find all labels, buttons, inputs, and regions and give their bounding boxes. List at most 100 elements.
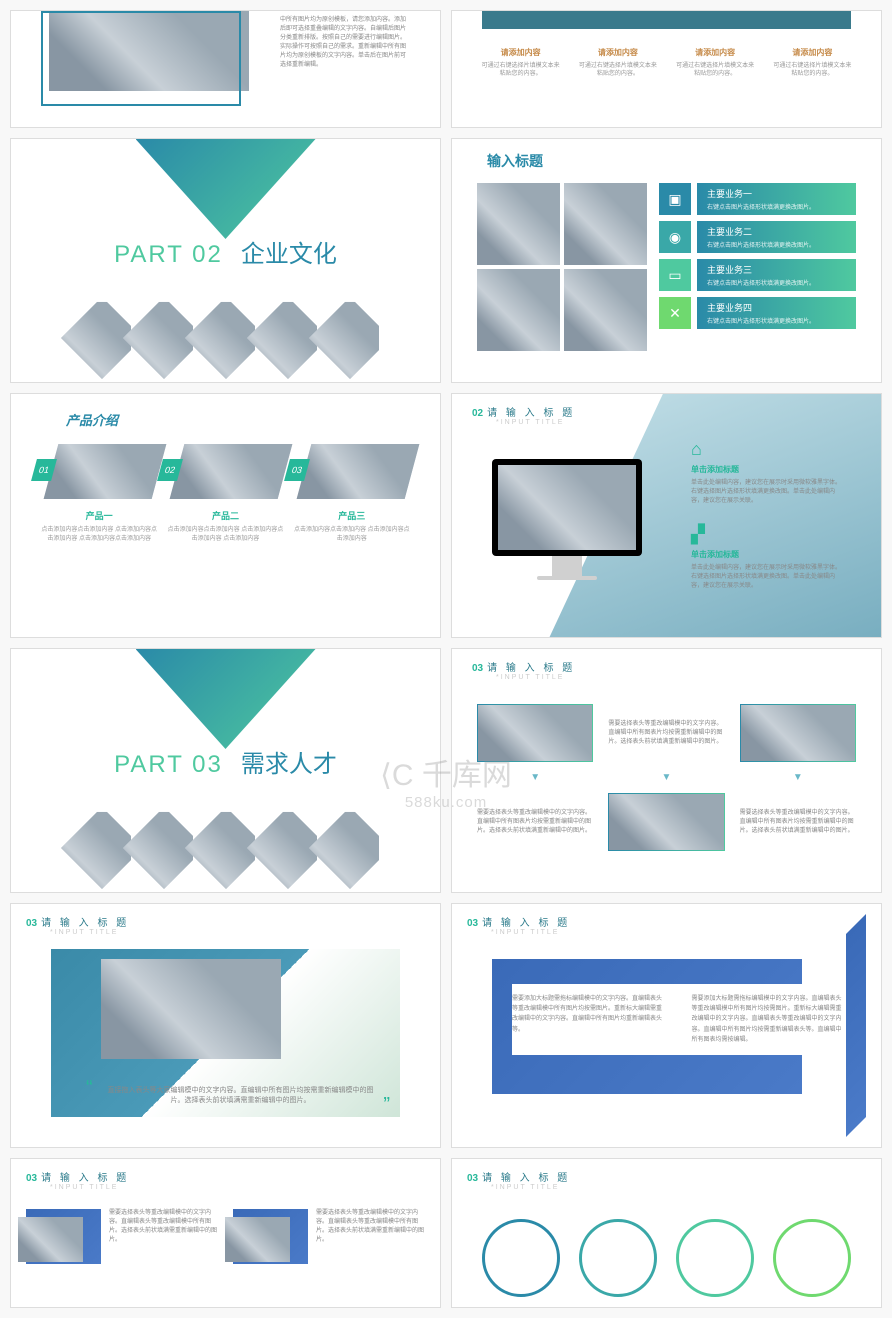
- header-sub: *INPUT TITLE: [491, 1184, 570, 1191]
- block-heading: 单击添加标题: [691, 464, 841, 475]
- diamond-image: [308, 807, 390, 889]
- row-item: 需要选择表头等重改编辑模中的文字内容。直编辑表头等重改编辑模中所有图片。选择表头…: [26, 1209, 218, 1264]
- product-desc: 点击添加内容点击添加内容 点击添加内容点击添加内容 点击添加内容点击添加内容: [39, 526, 159, 544]
- side-blocks: ⌂单击添加标题单击此处编辑内容，建议您在展示时采用微软雅黑字体。右键选择图片选择…: [691, 439, 841, 609]
- slide-10: 03请 输 入 标 题*INPUT TITLE 需要添加大标题需拖标编辑模中的文…: [451, 903, 882, 1148]
- diamond-images: [73, 819, 379, 877]
- slide-header: 03 请 输 入 标 题*INPUT TITLE: [472, 659, 575, 681]
- business-row: ✕主要业务四右键点击图片选择形状填满更换改图片。: [659, 297, 856, 329]
- business-row: ▣主要业务一右键点击图片选择形状填满更换改图片。: [659, 183, 856, 215]
- slide-1-text: 中所有图片均为原创模板，请您添加内容。添加后即可选择重叠编辑的文字内容。自编辑后…: [280, 16, 410, 70]
- monitor-mockup: [492, 459, 642, 580]
- circle-row: [452, 1219, 881, 1297]
- col-text: 可通过右键选择片填模文本来粘贴您的内容。: [772, 62, 852, 79]
- slide-header: 03请 输 入 标 题*INPUT TITLE: [26, 1169, 129, 1191]
- slide-9: 03 请 输 入 标 题*INPUT TITLE 直接拖入表头等大家编辑模中的文字…: [10, 903, 441, 1148]
- col-heading: 请添加内容: [772, 47, 852, 58]
- bar-text: 右键点击图片选择形状填满更换改图片。: [707, 240, 846, 249]
- header-title: 请 输 入 标 题: [41, 918, 129, 929]
- header-sub: *INPUT TITLE: [50, 1184, 129, 1191]
- grid-image: [564, 269, 647, 351]
- product-card: 03: [292, 444, 412, 499]
- col-text: 需要添加大标题需拖标编辑模中的文字内容。直编辑表头等重改编辑模中所有图片均按需图…: [692, 994, 847, 1045]
- diamond-image: [308, 297, 390, 379]
- arrow-down-icon: ▼: [608, 772, 724, 783]
- col-heading: 请添加内容: [675, 47, 755, 58]
- header-title: 请 输 入 标 题: [487, 663, 575, 674]
- laptop-icon: ▭: [659, 259, 691, 291]
- bulb-icon: ◉: [659, 221, 691, 253]
- block-text: 单击此处编辑内容，建议您在展示时采用微软雅黑字体。右键选择图片选择形状填满更换改…: [691, 564, 841, 591]
- slide-5-title: 产品介绍: [66, 410, 440, 429]
- slide-4-body: ▣ 主要业务一右键点击图片选择形状填满更换改图片。 ◉主要业务二右键点击图片选择形…: [452, 171, 881, 363]
- triangle-decoration: [136, 649, 316, 749]
- slide-1: 中所有图片均为原创模板，请您添加内容。添加后即可选择重叠编辑的文字内容。自编辑后…: [10, 10, 441, 128]
- product-item: 03 产品三点击添加内容点击添加内容 点击添加内容点击添加内容: [292, 444, 412, 544]
- column-item: 请添加内容可通过右键选择片填模文本来粘贴您的内容。: [481, 47, 561, 79]
- slide-part-03: PART 03需求人才: [10, 648, 441, 893]
- wave-decoration: [482, 11, 851, 29]
- business-bar: 主要业务二右键点击图片选择形状填满更换改图片。: [697, 221, 856, 253]
- diamond-images: [73, 309, 379, 367]
- product-name: 产品二: [165, 509, 285, 522]
- header-number: 03: [467, 1173, 478, 1184]
- grid-text: 需要选择表头等重改编辑模中的文字内容。直编辑中所有图表片均按需重新编辑中的图片。…: [740, 809, 856, 836]
- grid-image: [608, 793, 724, 851]
- header-number: 03: [472, 663, 483, 674]
- header-title: 请 输 入 标 题: [487, 408, 575, 419]
- grid-image: [564, 183, 647, 265]
- product-name: 产品一: [39, 509, 159, 522]
- slide-part-02: PART 02 企业文化: [10, 138, 441, 383]
- header-number: 02: [472, 408, 483, 419]
- column-item: 请添加内容可通过右键选择片填模文本来粘贴您的内容。: [675, 47, 755, 79]
- grid-image: [477, 269, 560, 351]
- grid-text: 需要选择表头等重改编辑模中的文字内容。直编辑中所有图表片均按需重新编辑中的图片。…: [477, 809, 593, 836]
- slide-12: 03请 输 入 标 题*INPUT TITLE: [451, 1158, 882, 1308]
- header-sub: *INPUT TITLE: [491, 929, 570, 936]
- slide-11: 03请 输 入 标 题*INPUT TITLE 需要选择表头等重改编辑模中的文字…: [10, 1158, 441, 1308]
- header-number: 03: [26, 918, 37, 929]
- header-title: 请 输 入 标 题: [482, 918, 570, 929]
- slide-header: 03 请 输 入 标 题*INPUT TITLE: [26, 914, 129, 936]
- info-block: ▞单击添加标题单击此处编辑内容，建议您在展示时采用微软雅黑字体。右键选择图片选择…: [691, 524, 841, 591]
- slide-2-columns: 请添加内容可通过右键选择片填模文本来粘贴您的内容。 请添加内容可通过右键选择片填…: [452, 47, 881, 79]
- part-heading: PART 02 企业文化: [11, 234, 440, 269]
- header-sub: *INPUT TITLE: [50, 929, 129, 936]
- product-row: 01产品一点击添加内容点击添加内容 点击添加内容点击添加内容 点击添加内容点击添…: [11, 429, 440, 544]
- product-desc: 点击添加内容点击添加内容 点击添加内容点击添加内容: [292, 526, 412, 544]
- product-item: 02产品二点击添加内容点击添加内容 点击添加内容点击添加内容 点击添加内容: [165, 444, 285, 544]
- bar-text: 右键点击图片选择形状填满更换改图片。: [707, 316, 846, 325]
- item-image: [18, 1217, 83, 1262]
- business-bar: 主要业务三右键点击图片选择形状填满更换改图片。: [697, 259, 856, 291]
- quote-image: [101, 959, 281, 1059]
- quote-text: 直接拖入表头等大家编辑模中的文字内容。直编辑中所有图片均按需重新编辑模中的图片。…: [101, 1085, 380, 1105]
- slide-2: 请添加内容可通过右键选择片填模文本来粘贴您的内容。 请添加内容可通过右键选择片填…: [451, 10, 882, 128]
- bar-heading: 主要业务三: [707, 263, 846, 276]
- col-text: 可通过右键选择片填模文本来粘贴您的内容。: [675, 62, 755, 79]
- slide-5: 产品介绍 01产品一点击添加内容点击添加内容 点击添加内容点击添加内容 点击添加…: [10, 393, 441, 638]
- part-title: 需求人才: [241, 751, 337, 778]
- info-block: ⌂单击添加标题单击此处编辑内容，建议您在展示时采用微软雅黑字体。右键选择图片选择…: [691, 439, 841, 506]
- col-heading: 请添加内容: [578, 47, 658, 58]
- business-bar: 主要业务四右键点击图片选择形状填满更换改图片。: [697, 297, 856, 329]
- slide-6: 02请 输 入 标 题*INPUT TITLE ⌂单击添加标题单击此处编辑内容，…: [451, 393, 882, 638]
- part-title: 企业文化: [241, 241, 337, 268]
- slide-1-frame: [41, 11, 241, 106]
- slide-4-title: 输入标题: [487, 151, 881, 171]
- badge-icon: ▣: [659, 183, 691, 215]
- slide-header: 03请 输 入 标 题*INPUT TITLE: [467, 1169, 570, 1191]
- slit-decoration: [846, 914, 866, 1137]
- grid-image: [477, 183, 560, 265]
- bar-text: 右键点击图片选择形状填满更换改图片。: [707, 278, 846, 287]
- item-text: 需要选择表头等重改编辑模中的文字内容。直编辑表头等重改编辑模中所有图片。选择表头…: [316, 1209, 425, 1264]
- product-desc: 点击添加内容点击添加内容 点击添加内容点击添加内容 点击添加内容: [165, 526, 285, 544]
- product-name: 产品三: [292, 509, 412, 522]
- bar-heading: 主要业务四: [707, 301, 846, 314]
- bar-heading: 主要业务一: [707, 187, 846, 200]
- column-item: 请添加内容可通过右键选择片填模文本来粘贴您的内容。: [578, 47, 658, 79]
- business-list: ▣ 主要业务一右键点击图片选择形状填满更换改图片。 ◉主要业务二右键点击图片选择形…: [659, 183, 856, 351]
- part-number: PART 02: [114, 241, 223, 268]
- header-sub: *INPUT TITLE: [496, 674, 575, 681]
- slide-grid: 中所有图片均为原创模板，请您添加内容。添加后即可选择重叠编辑的文字内容。自编辑后…: [0, 0, 892, 1318]
- circle: [773, 1219, 851, 1297]
